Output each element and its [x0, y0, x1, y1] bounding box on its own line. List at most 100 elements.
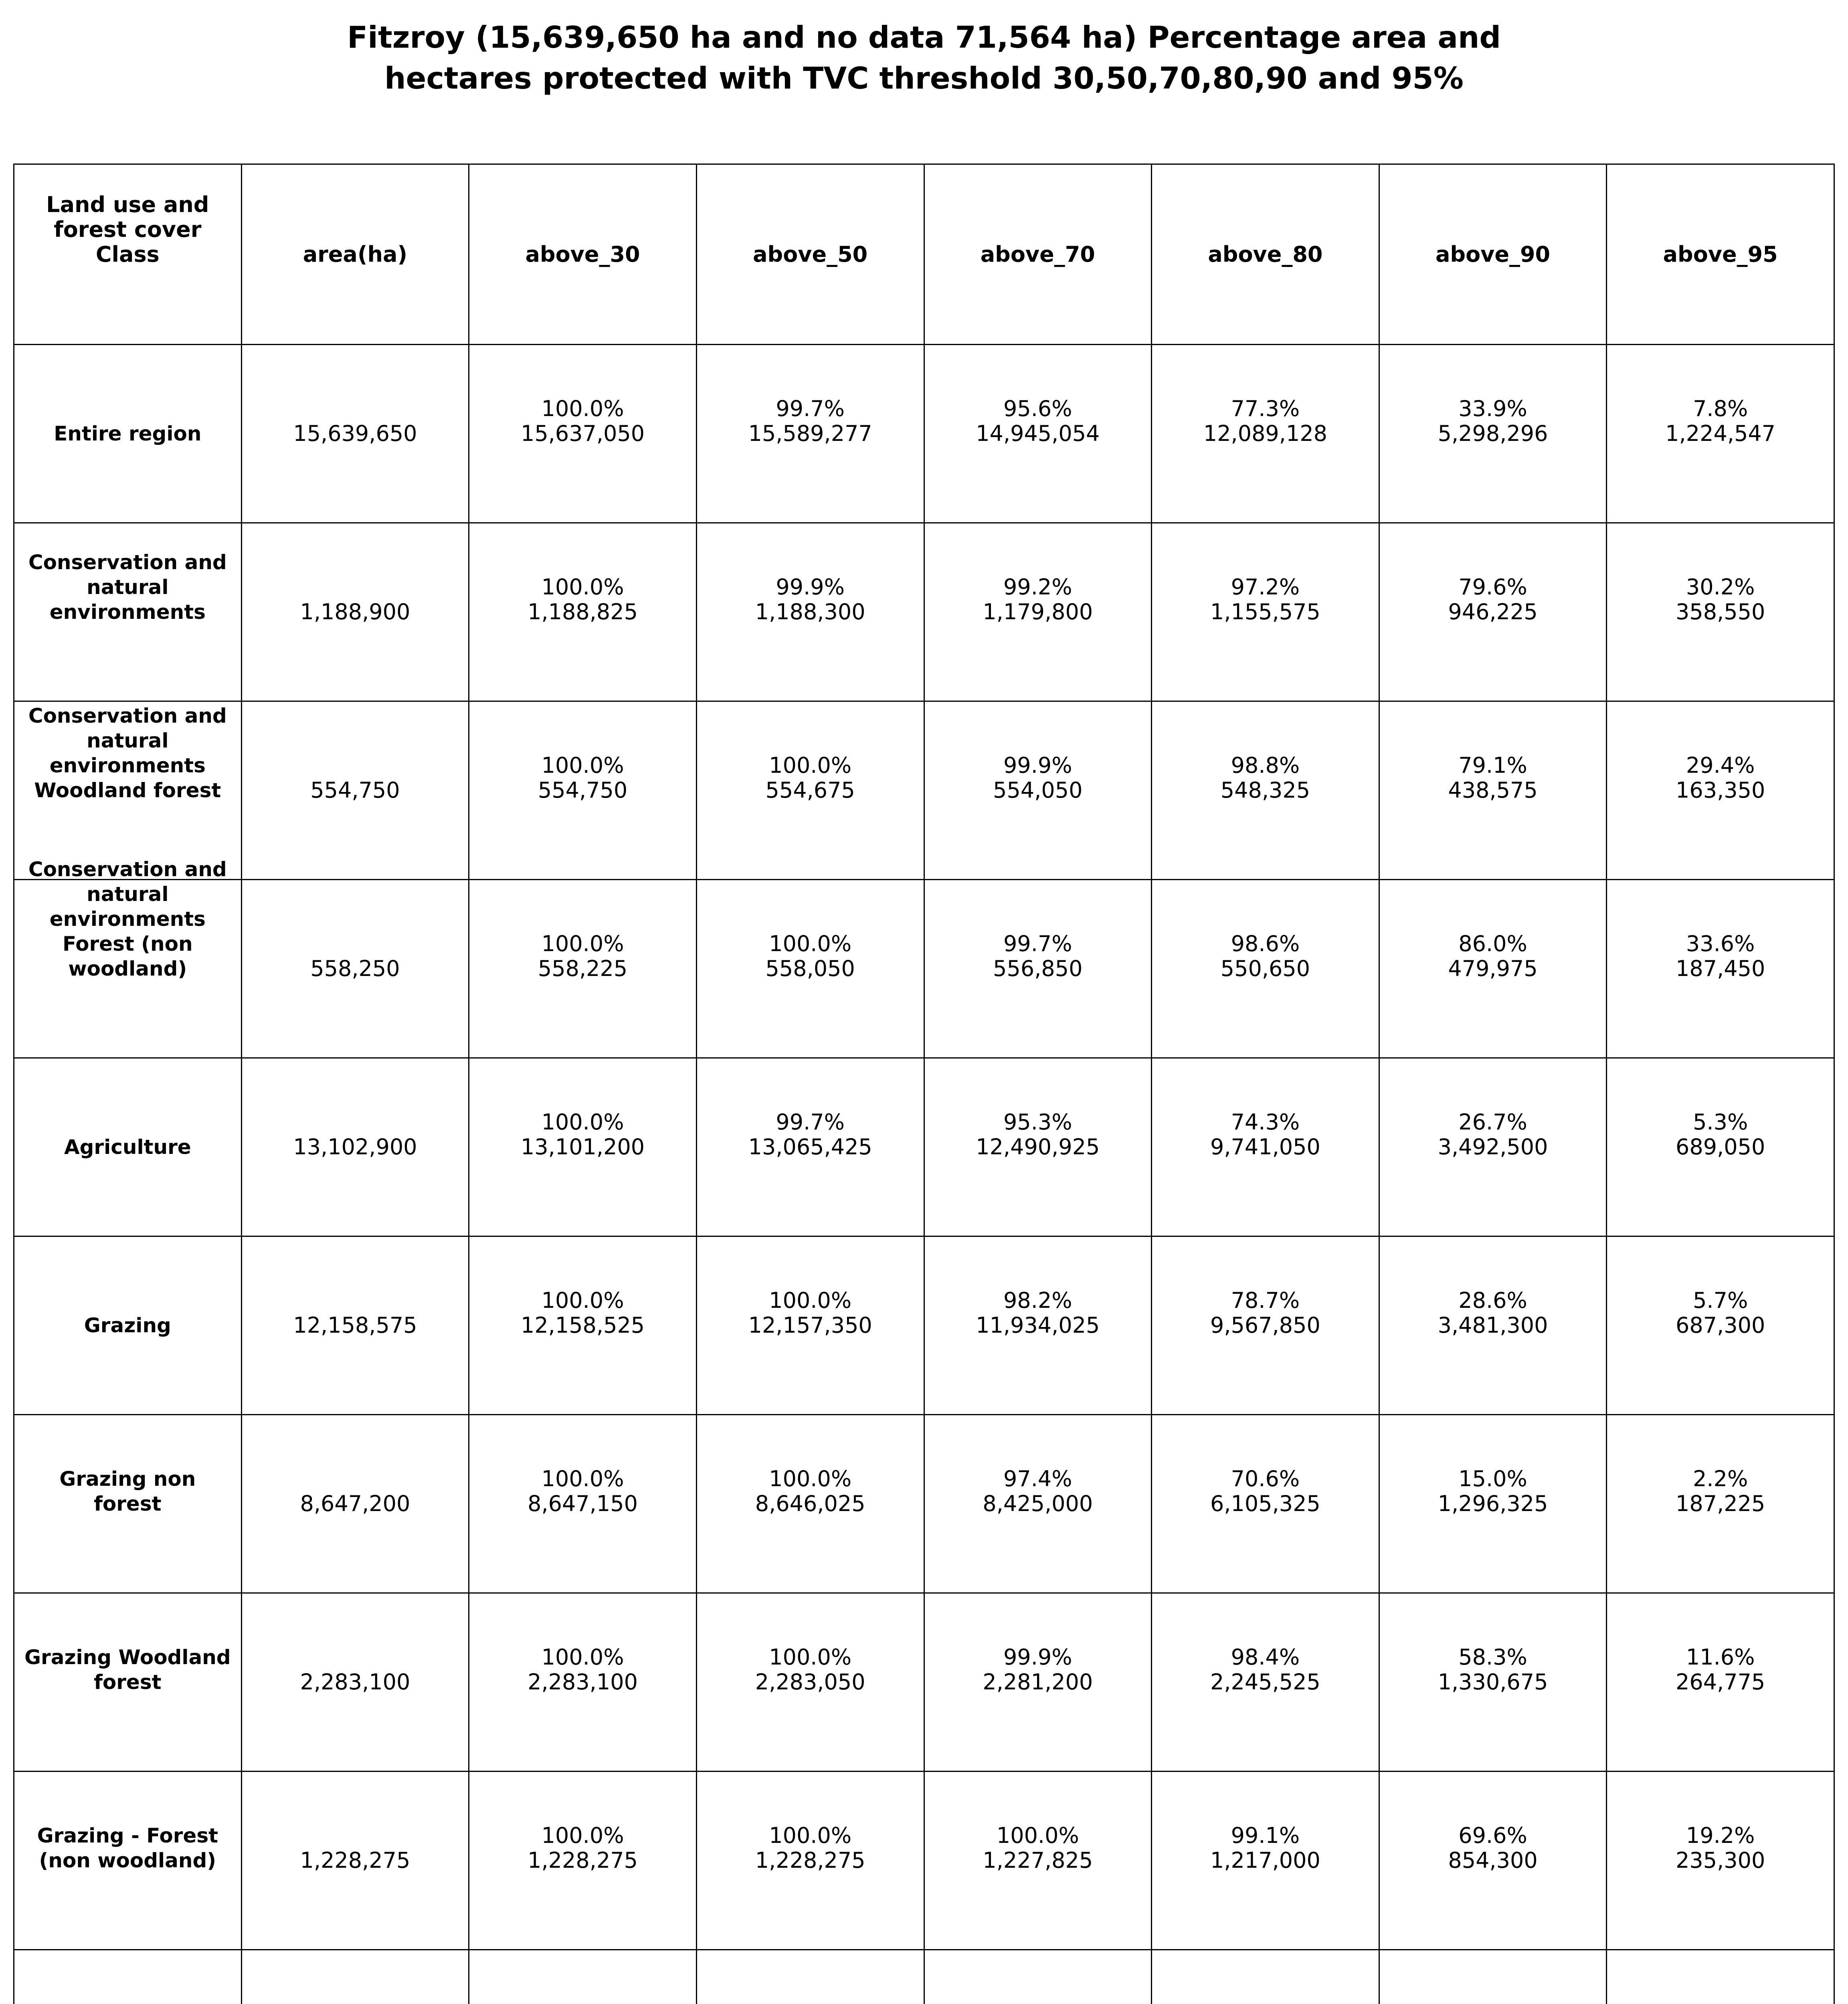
header-cell: above_70: [923, 164, 1152, 345]
value-cell: 100.0% 554,675: [696, 701, 925, 880]
row-label-cell: Conservation and natural environments: [13, 522, 242, 702]
area-cell: 2,283,100: [241, 1592, 470, 1772]
value-cell: 69.6% 854,300: [1378, 1771, 1607, 1950]
value-cell: 99.9% 811,700: [468, 1949, 697, 2004]
header-cell: above_95: [1606, 164, 1835, 345]
value-cell: 100.0% 13,101,200: [468, 1057, 697, 1237]
header-cell: above_30: [468, 164, 697, 345]
value-cell: 26.7% 3,492,500: [1378, 1057, 1607, 1237]
page-title-line-1: Fitzroy (15,639,650 ha and no data 71,56…: [347, 20, 1501, 55]
area-cell: 812,825: [241, 1949, 470, 2004]
value-cell: 100.0% 15,637,050: [468, 344, 697, 523]
value-cell: 99.7% 15,589,277: [696, 344, 925, 523]
row-label-cell: Grazing - Forest (non woodland): [13, 1771, 242, 1950]
value-cell: 98.8% 548,325: [1151, 701, 1380, 880]
header-cell: Land use and forest cover Class: [13, 164, 242, 345]
value-cell: 99.9% 1,188,300: [696, 522, 925, 702]
value-cell: 98.4% 2,245,525: [1151, 1592, 1380, 1772]
row-label-cell: Cropping: [13, 1949, 242, 2004]
row-label-cell: Grazing: [13, 1236, 242, 1415]
table-row: Conservation and natural environments 1,1…: [13, 522, 1835, 702]
row-label-cell: Grazing non forest: [13, 1414, 242, 1594]
value-cell: 99.9% 2,281,200: [923, 1592, 1152, 1772]
area-cell: 558,250: [241, 879, 470, 1059]
table-row: Conservation and natural environments Fo…: [13, 858, 1835, 1059]
area-cell: 8,647,200: [241, 1414, 470, 1594]
table-row: Grazing - Forest (non woodland) 1,228,275…: [13, 1771, 1835, 1950]
value-cell: 97.2% 1,155,575: [1151, 522, 1380, 702]
value-cell: 18.4% 149,475: [1151, 1949, 1380, 2004]
value-cell: 100.0% 8,647,150: [468, 1414, 697, 1594]
value-cell: 100.0% 558,225: [468, 879, 697, 1059]
value-cell: 79.6% 946,225: [1378, 522, 1607, 702]
area-cell: 15,639,650: [241, 344, 470, 523]
value-cell: 99.2% 1,179,800: [923, 522, 1152, 702]
header-cell: above_50: [696, 164, 925, 345]
value-cell: 74.3% 9,741,050: [1151, 1057, 1380, 1237]
value-cell: 33.9% 5,298,296: [1378, 344, 1607, 523]
value-cell: 77.3% 12,089,128: [1151, 344, 1380, 523]
value-cell: 58.3% 1,330,675: [1378, 1592, 1607, 1772]
row-label-cell: Conservation and natural environments Fo…: [13, 858, 242, 1059]
tvc-threshold-table: Land use and forest cover Class area(ha) a…: [13, 164, 1835, 2004]
table-row: Agriculture 13,102,900 100.0% 13,101,200 99…: [13, 1057, 1835, 1237]
value-cell: 98.2% 11,934,025: [923, 1236, 1152, 1415]
value-cell: 100.0% 554,750: [468, 701, 697, 880]
value-cell: 100.0% 1,188,825: [468, 522, 697, 702]
value-cell: 98.6% 550,650: [1151, 879, 1380, 1059]
table-row: Entire region 15,639,650 100.0% 15,637,050…: [13, 344, 1835, 523]
table-row: Grazing non forest 8,647,200 100.0% 8,647,…: [13, 1414, 1835, 1594]
value-cell: 19.2% 235,300: [1606, 1771, 1835, 1950]
value-cell: 0.1% 1,075: [1606, 1949, 1835, 2004]
value-cell: 99.9% 554,050: [923, 701, 1152, 880]
value-cell: 100.0% 1,228,275: [696, 1771, 925, 1950]
value-cell: 97.2% 789,875: [696, 1949, 925, 2004]
page-title-line-2: hectares protected with TVC threshold 30…: [384, 61, 1464, 96]
value-cell: 28.6% 3,481,300: [1378, 1236, 1607, 1415]
value-cell: 99.7% 556,850: [923, 879, 1152, 1059]
table-row: Grazing Woodland forest 2,283,100 100.0% 2…: [13, 1592, 1835, 1772]
value-cell: 86.0% 479,975: [1378, 879, 1607, 1059]
value-cell: 100.0% 2,283,100: [468, 1592, 697, 1772]
value-cell: 15.0% 1,296,325: [1378, 1414, 1607, 1594]
value-cell: 95.3% 12,490,925: [923, 1057, 1152, 1237]
value-cell: 100.0% 1,227,825: [923, 1771, 1152, 1950]
value-cell: 100.0% 2,283,050: [696, 1592, 925, 1772]
value-cell: 11.6% 264,775: [1606, 1592, 1835, 1772]
value-cell: 97.4% 8,425,000: [923, 1414, 1152, 1594]
value-cell: 2.2% 187,225: [1606, 1414, 1835, 1594]
table-body: Entire region 15,639,650 100.0% 15,637,050…: [13, 344, 1835, 2004]
value-cell: 79.1% 438,575: [1378, 701, 1607, 880]
header-cell: above_90: [1378, 164, 1607, 345]
value-cell: 60.3% 490,200: [923, 1949, 1152, 2004]
header-row: Land use and forest cover Class area(ha) a…: [13, 164, 1835, 345]
area-cell: 1,228,275: [241, 1771, 470, 1950]
value-cell: 100.0% 12,158,525: [468, 1236, 697, 1415]
row-label-cell: Entire region: [13, 344, 242, 523]
value-cell: 100.0% 8,646,025: [696, 1414, 925, 1594]
row-label-cell: Agriculture: [13, 1057, 242, 1237]
table-row: Conservation and natural environments Wo…: [13, 701, 1835, 880]
value-cell: 29.4% 163,350: [1606, 701, 1835, 880]
row-label-cell: Grazing Woodland forest: [13, 1592, 242, 1772]
header-cell: area(ha): [241, 164, 470, 345]
area-cell: 1,188,900: [241, 522, 470, 702]
value-cell: 33.6% 187,450: [1606, 879, 1835, 1059]
area-cell: 554,750: [241, 701, 470, 880]
value-cell: 70.6% 6,105,325: [1151, 1414, 1380, 1594]
value-cell: 7.8% 1,224,547: [1606, 344, 1835, 523]
value-cell: 99.7% 13,065,425: [696, 1057, 925, 1237]
area-cell: 13,102,900: [241, 1057, 470, 1237]
value-cell: 78.7% 9,567,850: [1151, 1236, 1380, 1415]
value-cell: 5.3% 689,050: [1606, 1057, 1835, 1237]
value-cell: 5.7% 687,300: [1606, 1236, 1835, 1415]
header-cell: above_80: [1151, 164, 1380, 345]
value-cell: 1.0% 7,900: [1378, 1949, 1607, 2004]
value-cell: 99.1% 1,217,000: [1151, 1771, 1380, 1950]
value-cell: 30.2% 358,550: [1606, 522, 1835, 702]
value-cell: 100.0% 1,228,275: [468, 1771, 697, 1950]
area-cell: 12,158,575: [241, 1236, 470, 1415]
value-cell: 95.6% 14,945,054: [923, 344, 1152, 523]
row-label-cell: Conservation and natural environments Wo…: [13, 701, 242, 880]
